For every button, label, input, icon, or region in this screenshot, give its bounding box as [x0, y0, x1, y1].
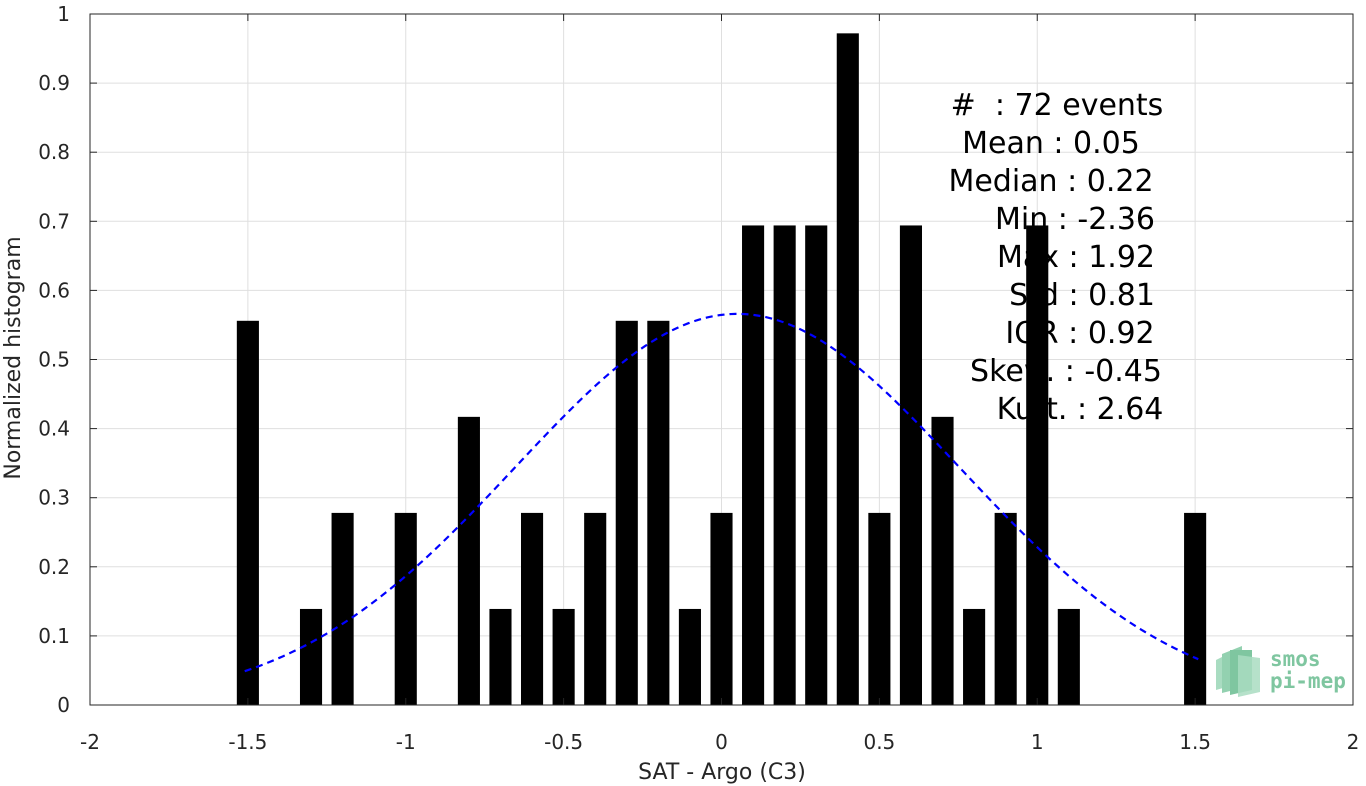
x-tick-label: -2: [80, 730, 100, 754]
histogram-bar: [299, 608, 323, 705]
histogram-bar: [710, 512, 733, 705]
y-tick-label: 0.5: [38, 348, 70, 372]
y-tick-label: 0.7: [38, 209, 70, 233]
logo-line1: smos: [1270, 647, 1321, 671]
stats-min: Min : -2.36: [995, 202, 1155, 237]
x-tick-label: 0: [715, 730, 728, 754]
y-tick-labels: 0 0.1 0.2 0.3 0.4 0.5 0.6 0.7 0.8 0.9 1: [38, 2, 70, 717]
stats-std: Std : 0.81: [1009, 278, 1155, 313]
histogram-bar: [678, 608, 701, 705]
y-tick-label: 0.6: [38, 278, 70, 302]
stats-iqr: IQR : 0.92: [1005, 316, 1154, 351]
axis-ticks: [89, 13, 1354, 706]
y-tick-label: 0.8: [38, 140, 70, 164]
y-tick-label: 0.2: [38, 555, 70, 579]
histogram-bar: [584, 512, 607, 705]
histogram-bar: [773, 225, 796, 706]
y-axis-label: Normalized histogram: [1, 236, 26, 479]
statistics-annotation: # : 72 events Mean : 0.05 Median : 0.22 …: [948, 88, 1163, 427]
y-tick-label: 0: [57, 693, 70, 717]
histogram-bar: [1057, 608, 1080, 705]
normal-fit-curve: [244, 312, 1199, 673]
x-tick-label: 2: [1347, 730, 1360, 754]
histogram-bar: [994, 512, 1017, 705]
y-tick-label: 0.9: [38, 71, 70, 95]
histogram-bar: [899, 225, 923, 706]
logo-line2: pi-mep: [1270, 669, 1346, 693]
histogram-bar: [457, 416, 480, 705]
stats-kurt: Kurt. : 2.64: [997, 392, 1164, 427]
x-tick-label: -1.5: [228, 730, 267, 754]
x-tick-label: -0.5: [544, 730, 583, 754]
logo-icon: [1216, 646, 1260, 697]
stats-mean: Mean : 0.05: [962, 126, 1140, 161]
x-tick-label: 0.5: [863, 730, 895, 754]
histogram-bar: [552, 608, 575, 705]
stats-max: Max : 1.92: [997, 240, 1155, 275]
y-tick-label: 0.1: [38, 624, 70, 648]
histogram-bar: [931, 416, 954, 705]
histogram-bar: [394, 512, 417, 705]
x-tick-label: 1: [1031, 730, 1044, 754]
histogram-bar: [489, 608, 512, 705]
smos-pi-mep-logo: smos pi-mep: [1216, 646, 1346, 697]
y-tick-label: 0.4: [38, 417, 70, 441]
histogram-bar: [836, 33, 859, 705]
histogram-bar: [647, 320, 670, 705]
histogram-bar: [1184, 512, 1207, 705]
histogram-bar: [1026, 225, 1049, 706]
stats-count: # : 72 events: [951, 88, 1164, 123]
x-tick-label: 1.5: [1179, 730, 1211, 754]
histogram-bar: [742, 225, 765, 706]
y-tick-label: 1: [57, 2, 70, 26]
stats-skew: Skew. : -0.45: [970, 354, 1162, 389]
histogram-bar: [963, 608, 986, 705]
histogram-bar: [236, 320, 259, 705]
histogram-bar: [331, 512, 354, 705]
x-tick-label: -1: [396, 730, 416, 754]
histogram-bar: [615, 320, 638, 705]
histogram-bar: [805, 225, 828, 706]
x-axis-label: SAT - Argo (C3): [638, 760, 806, 785]
stats-median: Median : 0.22: [948, 164, 1153, 199]
histogram-bars: [236, 33, 1207, 706]
x-tick-labels: -2 -1.5 -1 -0.5 0 0.5 1 1.5 2: [80, 730, 1359, 754]
y-tick-label: 0.3: [38, 486, 70, 510]
histogram-bar: [868, 512, 891, 705]
histogram-bar: [520, 512, 544, 705]
